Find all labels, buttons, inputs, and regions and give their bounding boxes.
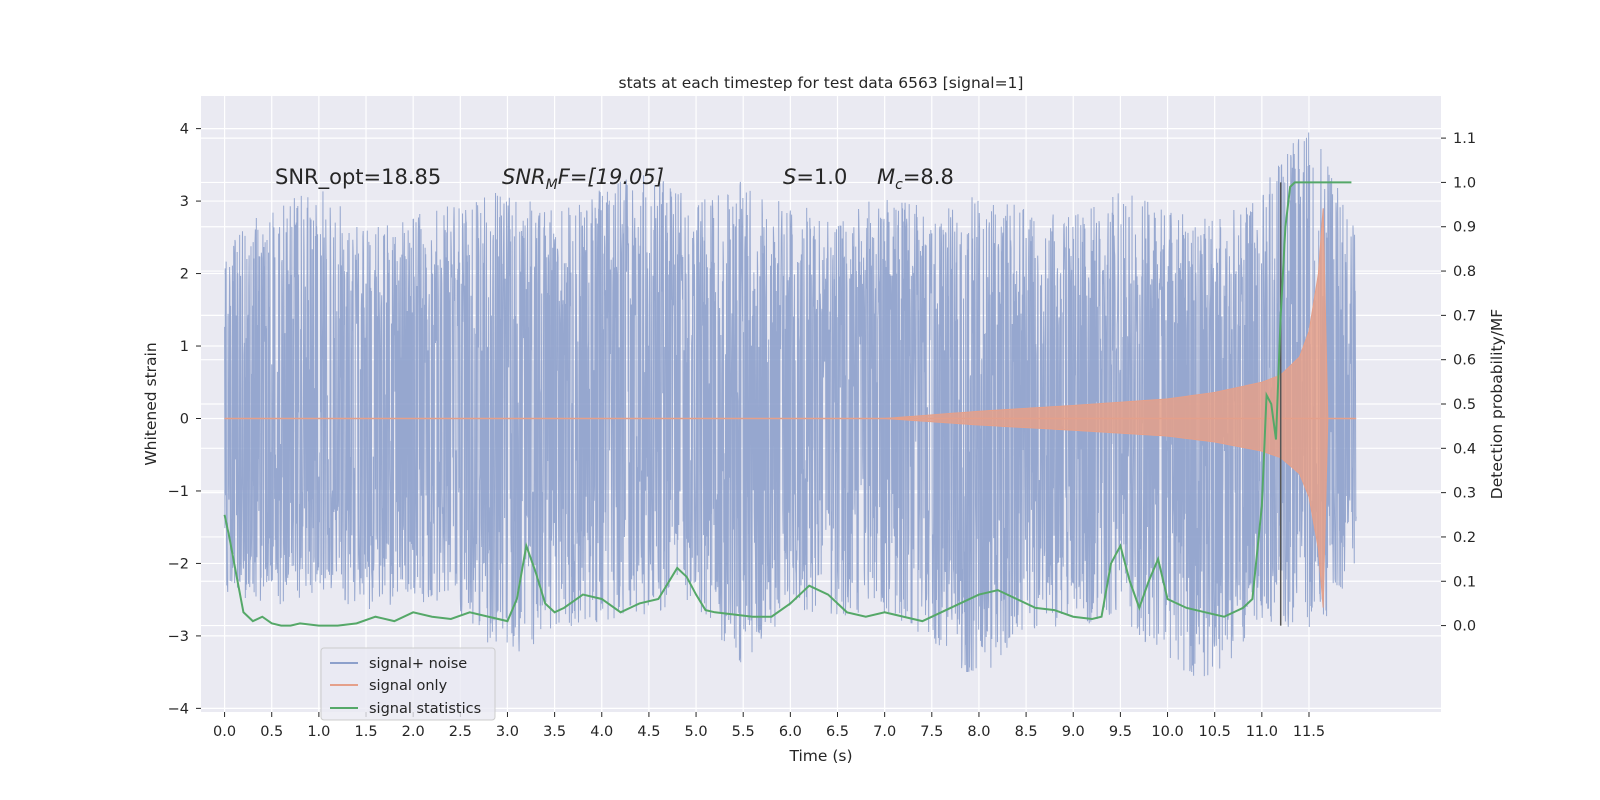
x-axis: 0.0 0.5 1.0 1.5 2.0 2.5 3.0 3.5 4.0 4.5 5.0 5.5 6.0 6… — [213, 712, 1325, 740]
x-tick-label-13: 6.5 — [826, 724, 849, 740]
x-tick-label-5: 2.5 — [449, 724, 472, 740]
x-tick-label-20: 10.0 — [1151, 724, 1183, 740]
y-right-tick-label-0: 1.1 — [1453, 131, 1476, 147]
y-right-tick-label-11: 0.0 — [1453, 619, 1476, 635]
x-tick-label-16: 8.0 — [967, 724, 990, 740]
y-axis-right-label: Detection probability/MF — [1488, 309, 1506, 500]
x-tick-label-21: 10.5 — [1199, 724, 1231, 740]
x-tick-label-14: 7.0 — [873, 724, 896, 740]
y-right-tick-label-3: 0.8 — [1453, 264, 1476, 280]
y-left-tick-label-4: 0 — [180, 411, 189, 427]
annotation-snr-mf-rest: F=[19.05] — [558, 165, 664, 189]
y-axis-right: 1.1 1.0 0.9 0.8 0.7 0.6 0.5 0.4 0.3 0.2 0.1 0.0 — [1441, 131, 1476, 635]
x-tick-label-22: 11.0 — [1246, 724, 1278, 740]
y-left-tick-label-8: −4 — [168, 701, 189, 717]
y-right-tick-label-4: 0.7 — [1453, 308, 1476, 324]
annotation-mc-sub: c — [895, 177, 903, 193]
legend-label-signal-only: signal only — [369, 678, 448, 694]
y-right-tick-label-8: 0.3 — [1453, 486, 1476, 502]
annotation-snr-mf: SNRMF=[19.05] — [502, 165, 664, 193]
x-tick-label-9: 4.5 — [637, 724, 660, 740]
x-tick-label-18: 9.0 — [1062, 724, 1085, 740]
x-tick-label-11: 5.5 — [732, 724, 755, 740]
annotation-snr-opt: SNR_opt=18.85 — [275, 165, 441, 190]
y-right-tick-label-2: 0.9 — [1453, 220, 1476, 236]
y-left-tick-label-3: 1 — [180, 339, 189, 355]
annotation-mc-value: =8.8 — [903, 165, 954, 189]
y-right-tick-label-6: 0.5 — [1453, 397, 1476, 413]
annotation-s-label: S — [783, 165, 796, 189]
x-tick-label-3: 1.5 — [354, 724, 377, 740]
y-right-tick-label-10: 0.1 — [1453, 574, 1476, 590]
series-layer — [223, 132, 1357, 677]
x-tick-label-1: 0.5 — [260, 724, 283, 740]
x-tick-label-4: 2.0 — [402, 724, 425, 740]
x-tick-label-8: 4.0 — [590, 724, 613, 740]
y-axis-left-label: Whitened strain — [142, 342, 160, 465]
x-tick-label-15: 7.5 — [920, 724, 943, 740]
y-right-tick-label-9: 0.2 — [1453, 530, 1476, 546]
x-tick-label-12: 6.0 — [779, 724, 802, 740]
x-tick-label-6: 3.0 — [496, 724, 519, 740]
y-left-tick-label-7: −3 — [168, 629, 189, 645]
x-tick-label-19: 9.5 — [1109, 724, 1132, 740]
y-left-tick-label-0: 4 — [180, 122, 189, 138]
x-axis-label: Time (s) — [788, 747, 852, 765]
x-tick-label-0: 0.0 — [213, 724, 236, 740]
y-right-tick-label-1: 1.0 — [1453, 175, 1476, 191]
annotation-s-value: =1.0 — [796, 165, 847, 189]
annotation-snr-mf-main: SNR — [502, 165, 546, 189]
annotation-mc: Mc=8.8 — [877, 165, 954, 193]
y-right-tick-label-7: 0.4 — [1453, 441, 1476, 457]
x-tick-label-7: 3.5 — [543, 724, 566, 740]
annotation-mc-label: M — [877, 165, 895, 189]
legend-label-signal-noise: signal+ noise — [369, 656, 467, 672]
series-signal-noise-line — [224, 132, 1357, 677]
y-axis-left: 4 3 2 1 0 −1 −2 −3 −4 — [168, 122, 201, 717]
y-left-tick-label-6: −2 — [168, 556, 189, 572]
legend-label-signal-statistics: signal statistics — [369, 701, 481, 717]
x-tick-label-10: 5.0 — [685, 724, 708, 740]
x-tick-label-23: 11.5 — [1293, 724, 1325, 740]
y-right-tick-label-5: 0.6 — [1453, 353, 1476, 369]
y-left-tick-label-2: 2 — [180, 267, 189, 283]
y-left-tick-label-1: 3 — [180, 194, 189, 210]
y-left-tick-label-5: −1 — [168, 484, 189, 500]
annotation-snr-mf-sub: M — [546, 177, 558, 193]
annotations: SNR_opt=18.85 SNRMF=[19.05] S=1.0 Mc=8.8 — [275, 165, 954, 193]
annotation-s: S=1.0 — [783, 165, 847, 189]
legend-box — [320, 647, 496, 721]
legend: signal+ noise signal only signal statist… — [320, 647, 496, 721]
x-tick-label-17: 8.5 — [1015, 724, 1038, 740]
x-tick-label-2: 1.0 — [307, 724, 330, 740]
chart-title: stats at each timestep for test data 656… — [619, 74, 1024, 92]
series-signal-statistics-line — [223, 181, 1352, 627]
